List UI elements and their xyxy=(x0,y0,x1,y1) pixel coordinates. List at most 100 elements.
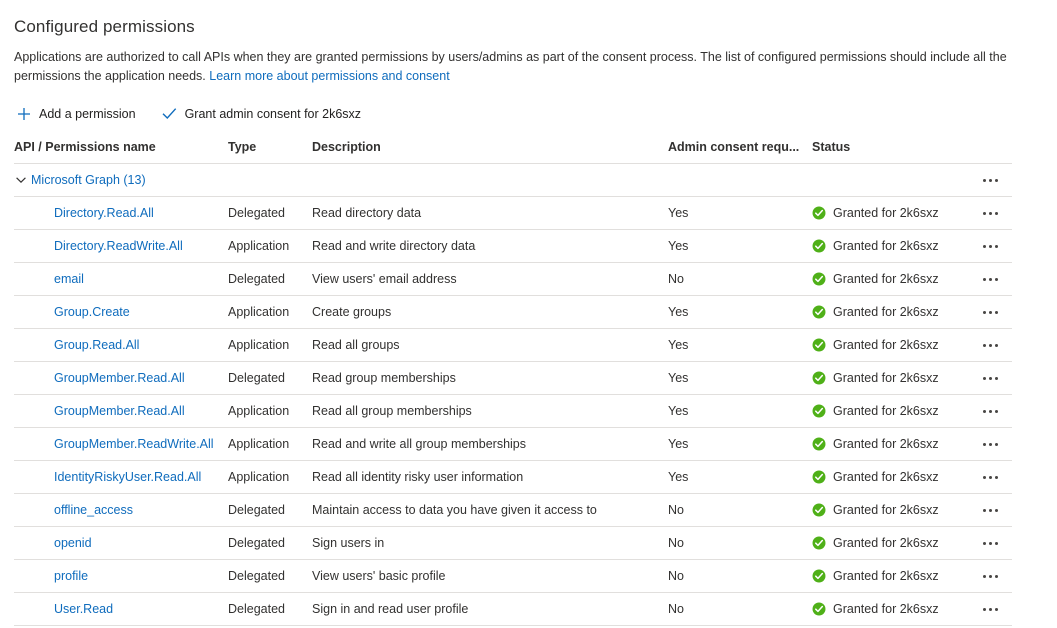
cell-status: Granted for 2k6sxz xyxy=(812,362,939,394)
cell-description: Sign users in xyxy=(312,536,385,550)
table-row[interactable]: Group.Create Application Create groups Y… xyxy=(0,296,1057,328)
row-divider xyxy=(14,196,1012,197)
ellipsis-icon[interactable] xyxy=(980,571,1001,582)
cell-description: Read and write directory data xyxy=(312,239,476,253)
page-title: Configured permissions xyxy=(14,17,195,36)
group-toggle[interactable]: Microsoft Graph (13) xyxy=(14,164,146,196)
permission-name-link[interactable]: email xyxy=(54,272,84,286)
ellipsis-icon[interactable] xyxy=(980,604,1001,615)
permission-name-link[interactable]: Group.Create xyxy=(54,305,130,319)
row-menu[interactable] xyxy=(980,494,1001,526)
permission-name-link[interactable]: Directory.ReadWrite.All xyxy=(54,239,183,253)
status-label: Granted for 2k6sxz xyxy=(833,437,939,451)
ellipsis-icon[interactable] xyxy=(980,241,1001,252)
permission-name-link[interactable]: IdentityRiskyUser.Read.All xyxy=(54,470,202,484)
table-row[interactable]: openid Delegated Sign users in No Grante… xyxy=(0,527,1057,559)
table-row[interactable]: offline_access Delegated Maintain access… xyxy=(0,494,1057,526)
row-menu[interactable] xyxy=(980,329,1001,361)
cell-type: Delegated xyxy=(228,602,285,616)
row-menu[interactable] xyxy=(980,560,1001,592)
cell-description: Read directory data xyxy=(312,206,422,220)
permission-name-link[interactable]: User.Read xyxy=(54,602,114,616)
plus-icon xyxy=(16,106,32,122)
row-menu[interactable] xyxy=(980,296,1001,328)
granted-check-circle-icon xyxy=(812,239,826,253)
status-label: Granted for 2k6sxz xyxy=(833,569,939,583)
cell-admin-consent: Yes xyxy=(668,305,689,319)
cell-description: Read all groups xyxy=(312,338,400,352)
ellipsis-icon[interactable] xyxy=(980,538,1001,549)
table-body: Directory.Read.All Delegated Read direct… xyxy=(0,197,1057,626)
table-row[interactable]: GroupMember.Read.All Delegated Read grou… xyxy=(0,362,1057,394)
cell-type: Delegated xyxy=(228,569,285,583)
command-bar: Add a permission Grant admin consent for… xyxy=(14,104,363,124)
permission-name-link[interactable]: profile xyxy=(54,569,89,583)
status-label: Granted for 2k6sxz xyxy=(833,371,939,385)
permission-name-link[interactable]: openid xyxy=(54,536,92,550)
status-label: Granted for 2k6sxz xyxy=(833,503,939,517)
granted-check-circle-icon xyxy=(812,470,826,484)
checkmark-icon xyxy=(162,106,178,122)
ellipsis-icon[interactable] xyxy=(980,340,1001,351)
learn-more-link[interactable]: Learn more about permissions and consent xyxy=(209,69,450,83)
permission-name-link[interactable]: GroupMember.Read.All xyxy=(54,371,185,385)
row-menu[interactable] xyxy=(980,230,1001,262)
ellipsis-icon[interactable] xyxy=(980,505,1001,516)
cell-admin-consent: Yes xyxy=(668,470,689,484)
ellipsis-icon[interactable] xyxy=(980,472,1001,483)
table-row[interactable]: Directory.ReadWrite.All Application Read… xyxy=(0,230,1057,262)
ellipsis-icon[interactable] xyxy=(980,208,1001,219)
cell-admin-consent: No xyxy=(668,536,684,550)
row-menu[interactable] xyxy=(980,263,1001,295)
table-row[interactable]: User.Read Delegated Sign in and read use… xyxy=(0,593,1057,625)
granted-check-circle-icon xyxy=(812,206,826,220)
group-row-menu[interactable] xyxy=(980,164,1001,196)
ellipsis-icon[interactable] xyxy=(980,439,1001,450)
permission-name-link[interactable]: Group.Read.All xyxy=(54,338,140,352)
table-row[interactable]: Group.Read.All Application Read all grou… xyxy=(0,329,1057,361)
cell-permission-name: openid xyxy=(54,527,92,559)
intro-text: Applications are authorized to call APIs… xyxy=(14,50,1007,83)
row-divider xyxy=(14,493,1012,494)
cell-description: Read all group memberships xyxy=(312,404,472,418)
permission-name-link[interactable]: offline_access xyxy=(54,503,133,517)
ellipsis-icon[interactable] xyxy=(980,307,1001,318)
cell-permission-name: offline_access xyxy=(54,494,133,526)
column-header-admin-consent: Admin consent requ... xyxy=(668,140,800,154)
row-menu[interactable] xyxy=(980,395,1001,427)
add-permission-button[interactable]: Add a permission xyxy=(14,104,138,124)
ellipsis-icon[interactable] xyxy=(980,373,1001,384)
ellipsis-icon[interactable] xyxy=(980,274,1001,285)
granted-check-circle-icon xyxy=(812,305,826,319)
group-label[interactable]: Microsoft Graph (13) xyxy=(31,173,146,187)
grant-admin-consent-button[interactable]: Grant admin consent for 2k6sxz xyxy=(160,104,363,124)
table-row[interactable]: Directory.Read.All Delegated Read direct… xyxy=(0,197,1057,229)
cell-permission-name: Directory.ReadWrite.All xyxy=(54,230,183,262)
column-header-description: Description xyxy=(312,140,381,154)
cell-admin-consent: Yes xyxy=(668,338,689,352)
permission-name-link[interactable]: Directory.Read.All xyxy=(54,206,154,220)
cell-status: Granted for 2k6sxz xyxy=(812,428,939,460)
table-row[interactable]: profile Delegated View users' basic prof… xyxy=(0,560,1057,592)
row-divider xyxy=(14,361,1012,362)
ellipsis-icon[interactable] xyxy=(980,175,1001,186)
table-row[interactable]: GroupMember.Read.All Application Read al… xyxy=(0,395,1057,427)
permission-name-link[interactable]: GroupMember.Read.All xyxy=(54,404,185,418)
row-menu[interactable] xyxy=(980,593,1001,625)
row-menu[interactable] xyxy=(980,428,1001,460)
row-divider xyxy=(14,394,1012,395)
granted-check-circle-icon xyxy=(812,503,826,517)
row-menu[interactable] xyxy=(980,197,1001,229)
ellipsis-icon[interactable] xyxy=(980,406,1001,417)
row-menu[interactable] xyxy=(980,362,1001,394)
table-row[interactable]: IdentityRiskyUser.Read.All Application R… xyxy=(0,461,1057,493)
row-divider xyxy=(14,427,1012,428)
row-menu[interactable] xyxy=(980,461,1001,493)
row-menu[interactable] xyxy=(980,527,1001,559)
column-header-status: Status xyxy=(812,140,851,154)
permission-name-link[interactable]: GroupMember.ReadWrite.All xyxy=(54,437,214,451)
table-row[interactable]: email Delegated View users' email addres… xyxy=(0,263,1057,295)
table-row[interactable]: GroupMember.ReadWrite.All Application Re… xyxy=(0,428,1057,460)
table-group-row[interactable]: Microsoft Graph (13) xyxy=(0,164,1057,196)
cell-type: Application xyxy=(228,305,290,319)
